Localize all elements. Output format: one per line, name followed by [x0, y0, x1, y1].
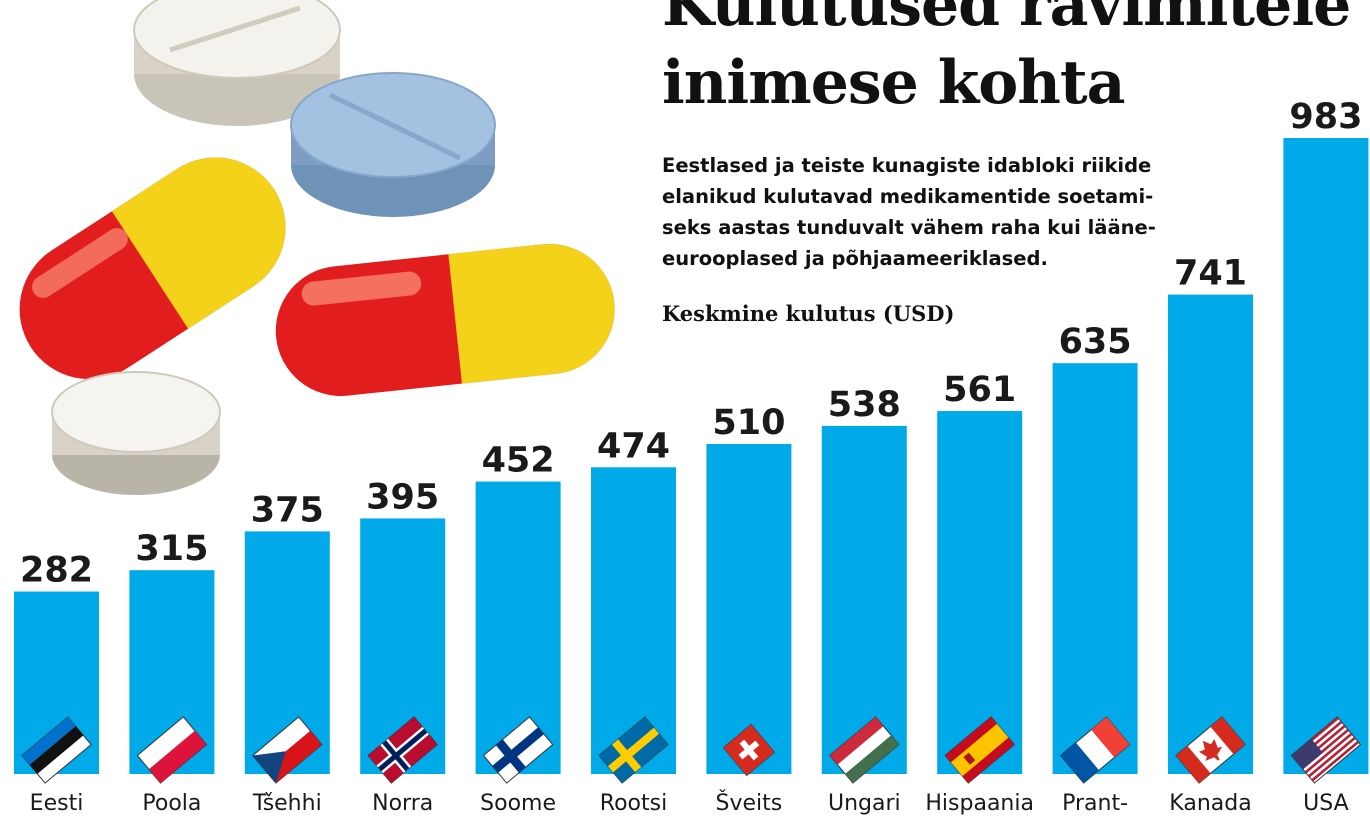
bar-kanada: [1168, 294, 1253, 774]
value-label: 741: [1174, 254, 1247, 294]
spain-flag-icon: [944, 716, 1015, 784]
sweden-flag-icon: [598, 716, 669, 784]
category-label: USA: [1303, 791, 1349, 816]
small-white-tablet-icon: [51, 371, 221, 495]
value-label: 983: [1289, 97, 1362, 137]
usa-flag-icon: [1290, 716, 1362, 784]
poland-flag-icon: [136, 716, 208, 784]
value-label: 452: [482, 441, 555, 481]
bar-usa: [1283, 138, 1369, 774]
title-line-2: inimese kohta: [662, 48, 1126, 118]
estonia-flag-icon: [21, 716, 92, 784]
finland-flag-icon: [482, 716, 554, 784]
title-line-1: Kulutused ravimitele: [662, 0, 1351, 40]
category-label: Tšehhi: [252, 791, 322, 816]
value-label: 635: [1059, 322, 1132, 362]
bar-prant-: [1052, 363, 1138, 774]
value-label: 510: [712, 403, 785, 443]
bar-rootsi: [591, 467, 676, 774]
value-label: 375: [251, 490, 324, 530]
value-label: 395: [366, 477, 439, 517]
value-label: 474: [597, 426, 670, 466]
bar-hispaania: [937, 411, 1023, 774]
category-label: Eesti: [30, 791, 84, 816]
category-label: Kanada: [1169, 791, 1251, 816]
czech-flag-icon: [252, 716, 323, 784]
category-label: Soome: [480, 791, 556, 816]
category-label: Hispaania: [925, 791, 1034, 816]
category-label: Prant-: [1062, 791, 1128, 816]
switzerland-flag-icon: [722, 723, 775, 777]
canada-flag-icon: [1175, 716, 1246, 784]
norway-flag-icon: [367, 716, 438, 784]
blue-tablet-icon: [290, 72, 496, 217]
hungary-flag-icon: [829, 716, 900, 784]
category-label: Rootsi: [600, 791, 667, 816]
unit-label: Keskmine kulutus (USD): [662, 301, 955, 326]
category-label: Šveits: [716, 790, 783, 816]
france-flag-icon: [1059, 716, 1131, 784]
bar-ungari: [821, 425, 907, 774]
chart-subtitle: Eestlased ja teiste kunagiste idabloki r…: [662, 154, 1156, 270]
pills-illustration: [19, 0, 615, 495]
category-label: Norra: [372, 791, 433, 816]
value-label: 315: [135, 529, 208, 569]
category-label: Poola: [142, 791, 201, 816]
value-label: 282: [20, 551, 93, 591]
bar-soome: [475, 481, 561, 774]
category-label: Ungari: [828, 791, 901, 816]
chart-title: Kulutused ravimitele inimese kohta: [662, 0, 1351, 122]
capsule-right-icon: [275, 244, 615, 396]
value-label: 538: [828, 385, 901, 425]
bar--veits: [706, 444, 792, 774]
value-label: 561: [943, 370, 1016, 410]
capsule-left-icon: [19, 157, 286, 380]
white-tablet-icon: [133, 0, 341, 126]
